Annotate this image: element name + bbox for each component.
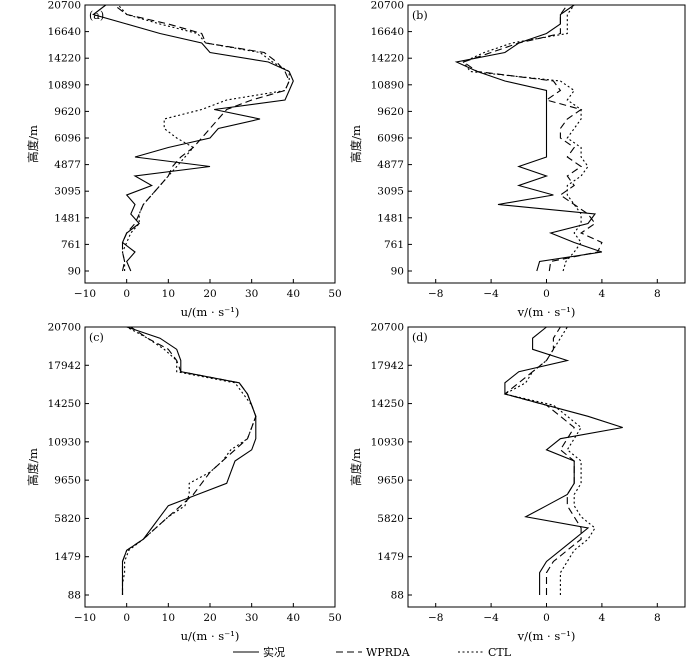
y-tick-label: 88 — [68, 590, 81, 602]
x-axis-label: v/(m · s⁻¹) — [517, 305, 576, 319]
series-line-dash — [462, 4, 603, 272]
legend-label: 实况 — [263, 645, 285, 659]
y-tick-label: 4877 — [377, 159, 404, 171]
x-tick-label: −8 — [428, 288, 443, 300]
y-tick-label: 20700 — [48, 0, 81, 12]
y-tick-label: 10930 — [371, 436, 404, 448]
x-axis-label: u/(m · s⁻¹) — [181, 629, 240, 643]
plot-frame — [407, 326, 686, 608]
y-tick-label: 6096 — [54, 133, 81, 145]
x-tick-label: 0 — [123, 612, 130, 624]
y-tick-label: 20700 — [371, 0, 404, 12]
x-tick-label: 40 — [287, 288, 300, 300]
x-tick-label: 0 — [123, 288, 130, 300]
y-tick-label: 1479 — [54, 551, 81, 563]
y-tick-label: 14250 — [48, 398, 81, 410]
legend-label: CTL — [488, 646, 512, 659]
series-line-solid — [454, 4, 603, 272]
y-tick-label: 3095 — [54, 186, 81, 198]
y-tick-label: 17942 — [48, 360, 81, 372]
x-tick-label: 4 — [599, 288, 606, 300]
x-axis-label: u/(m · s⁻¹) — [181, 305, 240, 319]
y-tick-label: 1481 — [377, 212, 404, 224]
x-tick-label: 8 — [654, 612, 661, 624]
y-tick-label: 4877 — [54, 159, 81, 171]
panel-label: (c) — [89, 331, 104, 344]
y-tick-label: 16640 — [371, 26, 404, 38]
series-line-dot — [503, 326, 596, 595]
y-tick-label: 14220 — [48, 53, 81, 65]
y-tick-label: 5820 — [377, 513, 404, 525]
y-tick-label: 20700 — [48, 322, 81, 334]
x-tick-label: 0 — [543, 288, 550, 300]
y-axis-label: 高度/m — [26, 448, 40, 486]
x-tick-label: 40 — [287, 612, 300, 624]
legend: 实况 WPRDA CTL — [233, 645, 512, 659]
panel-3: 88 1479 5820 9650 10930 14250 17942 20700 −8 −4 0 4… — [349, 322, 686, 643]
y-tick-label: 90 — [391, 266, 404, 278]
panel-1: 90 761 1481 3095 4877 6096 9620 10890 14220 16640… — [349, 0, 686, 319]
y-axis-label: 高度/m — [349, 448, 363, 486]
y-tick-label: 14250 — [371, 398, 404, 410]
x-tick-label: 0 — [543, 612, 550, 624]
x-tick-label: 20 — [203, 288, 216, 300]
y-tick-label: 9650 — [54, 475, 81, 487]
x-tick-label: −4 — [483, 288, 499, 300]
panel-2: 88 1479 5820 9650 10930 14250 17942 20700 −10 0 10… — [26, 322, 342, 644]
series-line-dot — [121, 326, 257, 595]
y-tick-label: 88 — [391, 590, 404, 602]
y-tick-label: 3095 — [377, 186, 404, 198]
x-tick-label: 50 — [328, 612, 341, 624]
y-tick-label: 761 — [384, 239, 404, 251]
y-tick-label: 10890 — [48, 79, 81, 91]
series-line-solid — [504, 326, 623, 595]
y-tick-label: 10930 — [48, 436, 81, 448]
x-tick-label: 50 — [328, 288, 341, 300]
legend-label: WPRDA — [366, 646, 411, 659]
x-tick-label: 4 — [599, 612, 606, 624]
x-tick-label: 30 — [245, 288, 258, 300]
y-axis-label: 高度/m — [26, 125, 40, 163]
panel-label: (b) — [412, 9, 428, 22]
y-axis-label: 高度/m — [349, 125, 363, 163]
series-line-dash — [503, 326, 582, 595]
x-tick-label: 30 — [245, 612, 258, 624]
series-line-solid — [92, 4, 294, 272]
x-tick-label: −8 — [428, 612, 443, 624]
y-tick-label: 761 — [61, 239, 81, 251]
x-axis-label: v/(m · s⁻¹) — [517, 629, 576, 643]
y-tick-label: 10890 — [371, 79, 404, 91]
y-tick-label: 6096 — [377, 133, 404, 145]
series-line-dash — [113, 4, 290, 272]
y-tick-label: 1481 — [54, 212, 81, 224]
y-tick-label: 1479 — [377, 551, 404, 563]
y-tick-label: 9650 — [377, 475, 404, 487]
x-tick-label: 8 — [654, 288, 661, 300]
x-tick-label: −4 — [483, 612, 499, 624]
y-tick-label: 9620 — [377, 106, 404, 118]
x-tick-label: 10 — [162, 612, 175, 624]
panel-label: (d) — [412, 331, 428, 344]
panels: 9076114813095487760969620108901422016640… — [26, 0, 686, 644]
y-tick-label: 16640 — [48, 26, 81, 38]
series-line-solid — [121, 326, 257, 595]
y-tick-label: 20700 — [371, 322, 404, 334]
y-tick-label: 5820 — [54, 513, 81, 525]
y-tick-label: 14220 — [371, 53, 404, 65]
y-tick-label: 17942 — [371, 360, 404, 372]
y-tick-label: 90 — [68, 266, 81, 278]
panel-0: 90 761 1481 3095 4877 6096 9620 10890 14220 16640… — [26, 0, 342, 319]
series-line-dot — [462, 4, 589, 272]
x-tick-label: −10 — [74, 288, 96, 300]
x-tick-label: −10 — [74, 612, 96, 624]
y-tick-label: 9620 — [54, 106, 81, 118]
series-line-dot — [117, 4, 290, 271]
x-tick-label: 10 — [162, 288, 175, 300]
x-tick-label: 20 — [203, 612, 216, 624]
